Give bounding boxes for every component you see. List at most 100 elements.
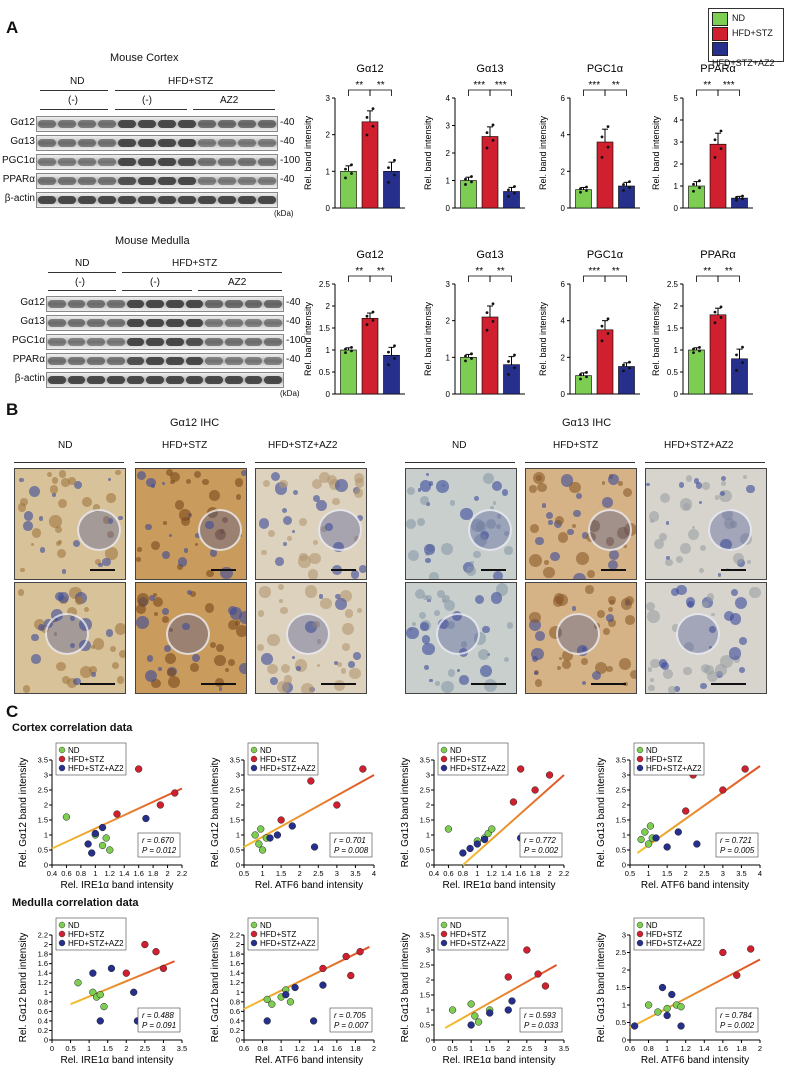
point-ND	[100, 1002, 108, 1011]
y-tick-label: 2.5	[230, 786, 240, 795]
y-tick-label: 2	[674, 302, 679, 311]
y-tick-label: 2.5	[38, 786, 48, 795]
x-tick-label: 1.2	[487, 869, 497, 878]
medulla-blot-row-0	[46, 296, 284, 312]
sig-label: ***	[495, 80, 507, 91]
x-tick-label: 3.5	[559, 1044, 569, 1053]
medulla-band	[205, 357, 223, 365]
scale-bar	[591, 683, 626, 685]
data-point	[698, 186, 701, 190]
data-point	[622, 369, 625, 373]
y-axis-label: Rel. Gα13 band intensity	[400, 758, 411, 868]
stats-box	[519, 1007, 563, 1033]
medulla-sub-hfd: (-)	[150, 277, 160, 288]
legend-label: HFD+STZ+AZ2	[260, 939, 316, 948]
cortex-band	[78, 158, 96, 166]
legend-label-nd: ND	[732, 13, 745, 23]
data-point	[344, 351, 347, 355]
y-tick-label: 2	[44, 940, 48, 949]
medulla-band	[48, 300, 66, 308]
y-tick-label: 1	[446, 353, 451, 362]
y-tick-label: 0	[426, 861, 430, 870]
legend-label: HFD+STZ	[68, 930, 104, 939]
x-tick-label: 3	[335, 869, 339, 878]
point-ND	[268, 1000, 276, 1008]
point-HFD+STZ	[359, 765, 367, 773]
data-point	[600, 324, 604, 328]
y-tick-label: 2.5	[319, 280, 331, 289]
data-point	[513, 191, 516, 195]
sig-bracket	[369, 275, 392, 282]
y-tick-label: 1.5	[420, 816, 430, 825]
x-tick-label: 3.5	[177, 1044, 187, 1053]
cortex-kda-2: -100	[280, 155, 301, 166]
x-tick-label: 1.5	[102, 1044, 112, 1053]
y-tick-label: 3	[426, 946, 430, 955]
medulla-kda-1: -40	[286, 316, 301, 327]
data-point	[371, 310, 375, 314]
legend-label: HFD+STZ	[260, 755, 296, 764]
y-tick-label: 0.5	[319, 368, 331, 377]
legend-label: HFD+STZ+AZ2	[646, 939, 702, 948]
y-tick-label: 1.5	[230, 816, 240, 825]
medulla-band	[225, 376, 243, 384]
point-ND	[257, 825, 265, 833]
medulla-band	[166, 319, 184, 327]
cortex-band	[198, 120, 216, 128]
data-point	[464, 354, 467, 358]
cortex-band	[238, 158, 256, 166]
medulla-band	[48, 338, 66, 346]
bar-ND	[460, 357, 477, 395]
bar-chart-1: Gα13 0 1 2 3 4 Rel. band intensity *** ***	[423, 63, 525, 213]
x-tick-label: 2	[684, 869, 688, 878]
point-ND	[251, 831, 259, 839]
x-tick-label: 1.6	[515, 869, 525, 878]
y-tick-label: 2	[326, 302, 331, 311]
y-tick-label: 3.5	[230, 756, 240, 765]
cortex-band	[158, 177, 176, 185]
ihc-ga13-col-nd: ND	[452, 440, 467, 451]
data-point	[692, 182, 695, 186]
legend-label: ND	[260, 921, 272, 930]
cortex-blot-row-2	[36, 154, 278, 170]
x-tick-label: 0.4	[429, 869, 439, 878]
data-point	[713, 310, 717, 314]
x-tick-label: 3	[543, 1044, 547, 1053]
point-ND	[89, 988, 97, 996]
cortex-row-label-0: Gα12	[10, 117, 35, 128]
cortex-band	[218, 158, 236, 166]
medulla-band	[264, 376, 282, 384]
p-value: P = 0.033	[524, 1021, 559, 1030]
x-axis-label: Rel. ATF6 band intensity	[641, 1055, 749, 1065]
legend-swatch-nd	[712, 11, 728, 26]
data-point	[365, 323, 369, 327]
medulla-kda-unit: (kDa)	[280, 389, 300, 398]
y-tick-label: 3	[326, 94, 331, 103]
cortex-band	[218, 120, 236, 128]
cortex-band	[38, 120, 56, 128]
x-tick-label: 1	[646, 869, 650, 878]
data-point	[344, 176, 347, 180]
point-HFD+STZ+AZ2	[309, 1017, 318, 1025]
y-tick-label: 2	[561, 167, 566, 176]
y-tick-label: 1.5	[616, 816, 626, 825]
bar-HFD+STZ	[709, 314, 727, 395]
medulla-blot-row-3	[46, 353, 284, 369]
legend-label: HFD+STZ	[68, 755, 104, 764]
point-HFD+STZ+AZ2	[319, 981, 327, 989]
cortex-group-hfd: HFD+STZ	[168, 76, 214, 87]
bar-chart-title: Gα12	[356, 249, 383, 261]
y-tick-label: 2	[446, 149, 451, 158]
cortex-band	[178, 139, 196, 147]
x-axis-label: Rel. ATF6 band intensity	[255, 880, 363, 891]
y-tick-label: 0.8	[230, 997, 240, 1006]
point-HFD+STZ+AZ2	[107, 964, 116, 973]
y-tick-label: 3	[622, 771, 626, 780]
data-point	[485, 311, 489, 314]
y-tick-label: 0	[426, 1036, 430, 1045]
stats-box	[715, 832, 759, 858]
y-axis-label: Rel. band intensity	[423, 301, 433, 376]
sig-bracket	[604, 275, 627, 282]
x-tick-label: 3.5	[736, 869, 746, 878]
y-tick-label: 1	[44, 988, 48, 997]
